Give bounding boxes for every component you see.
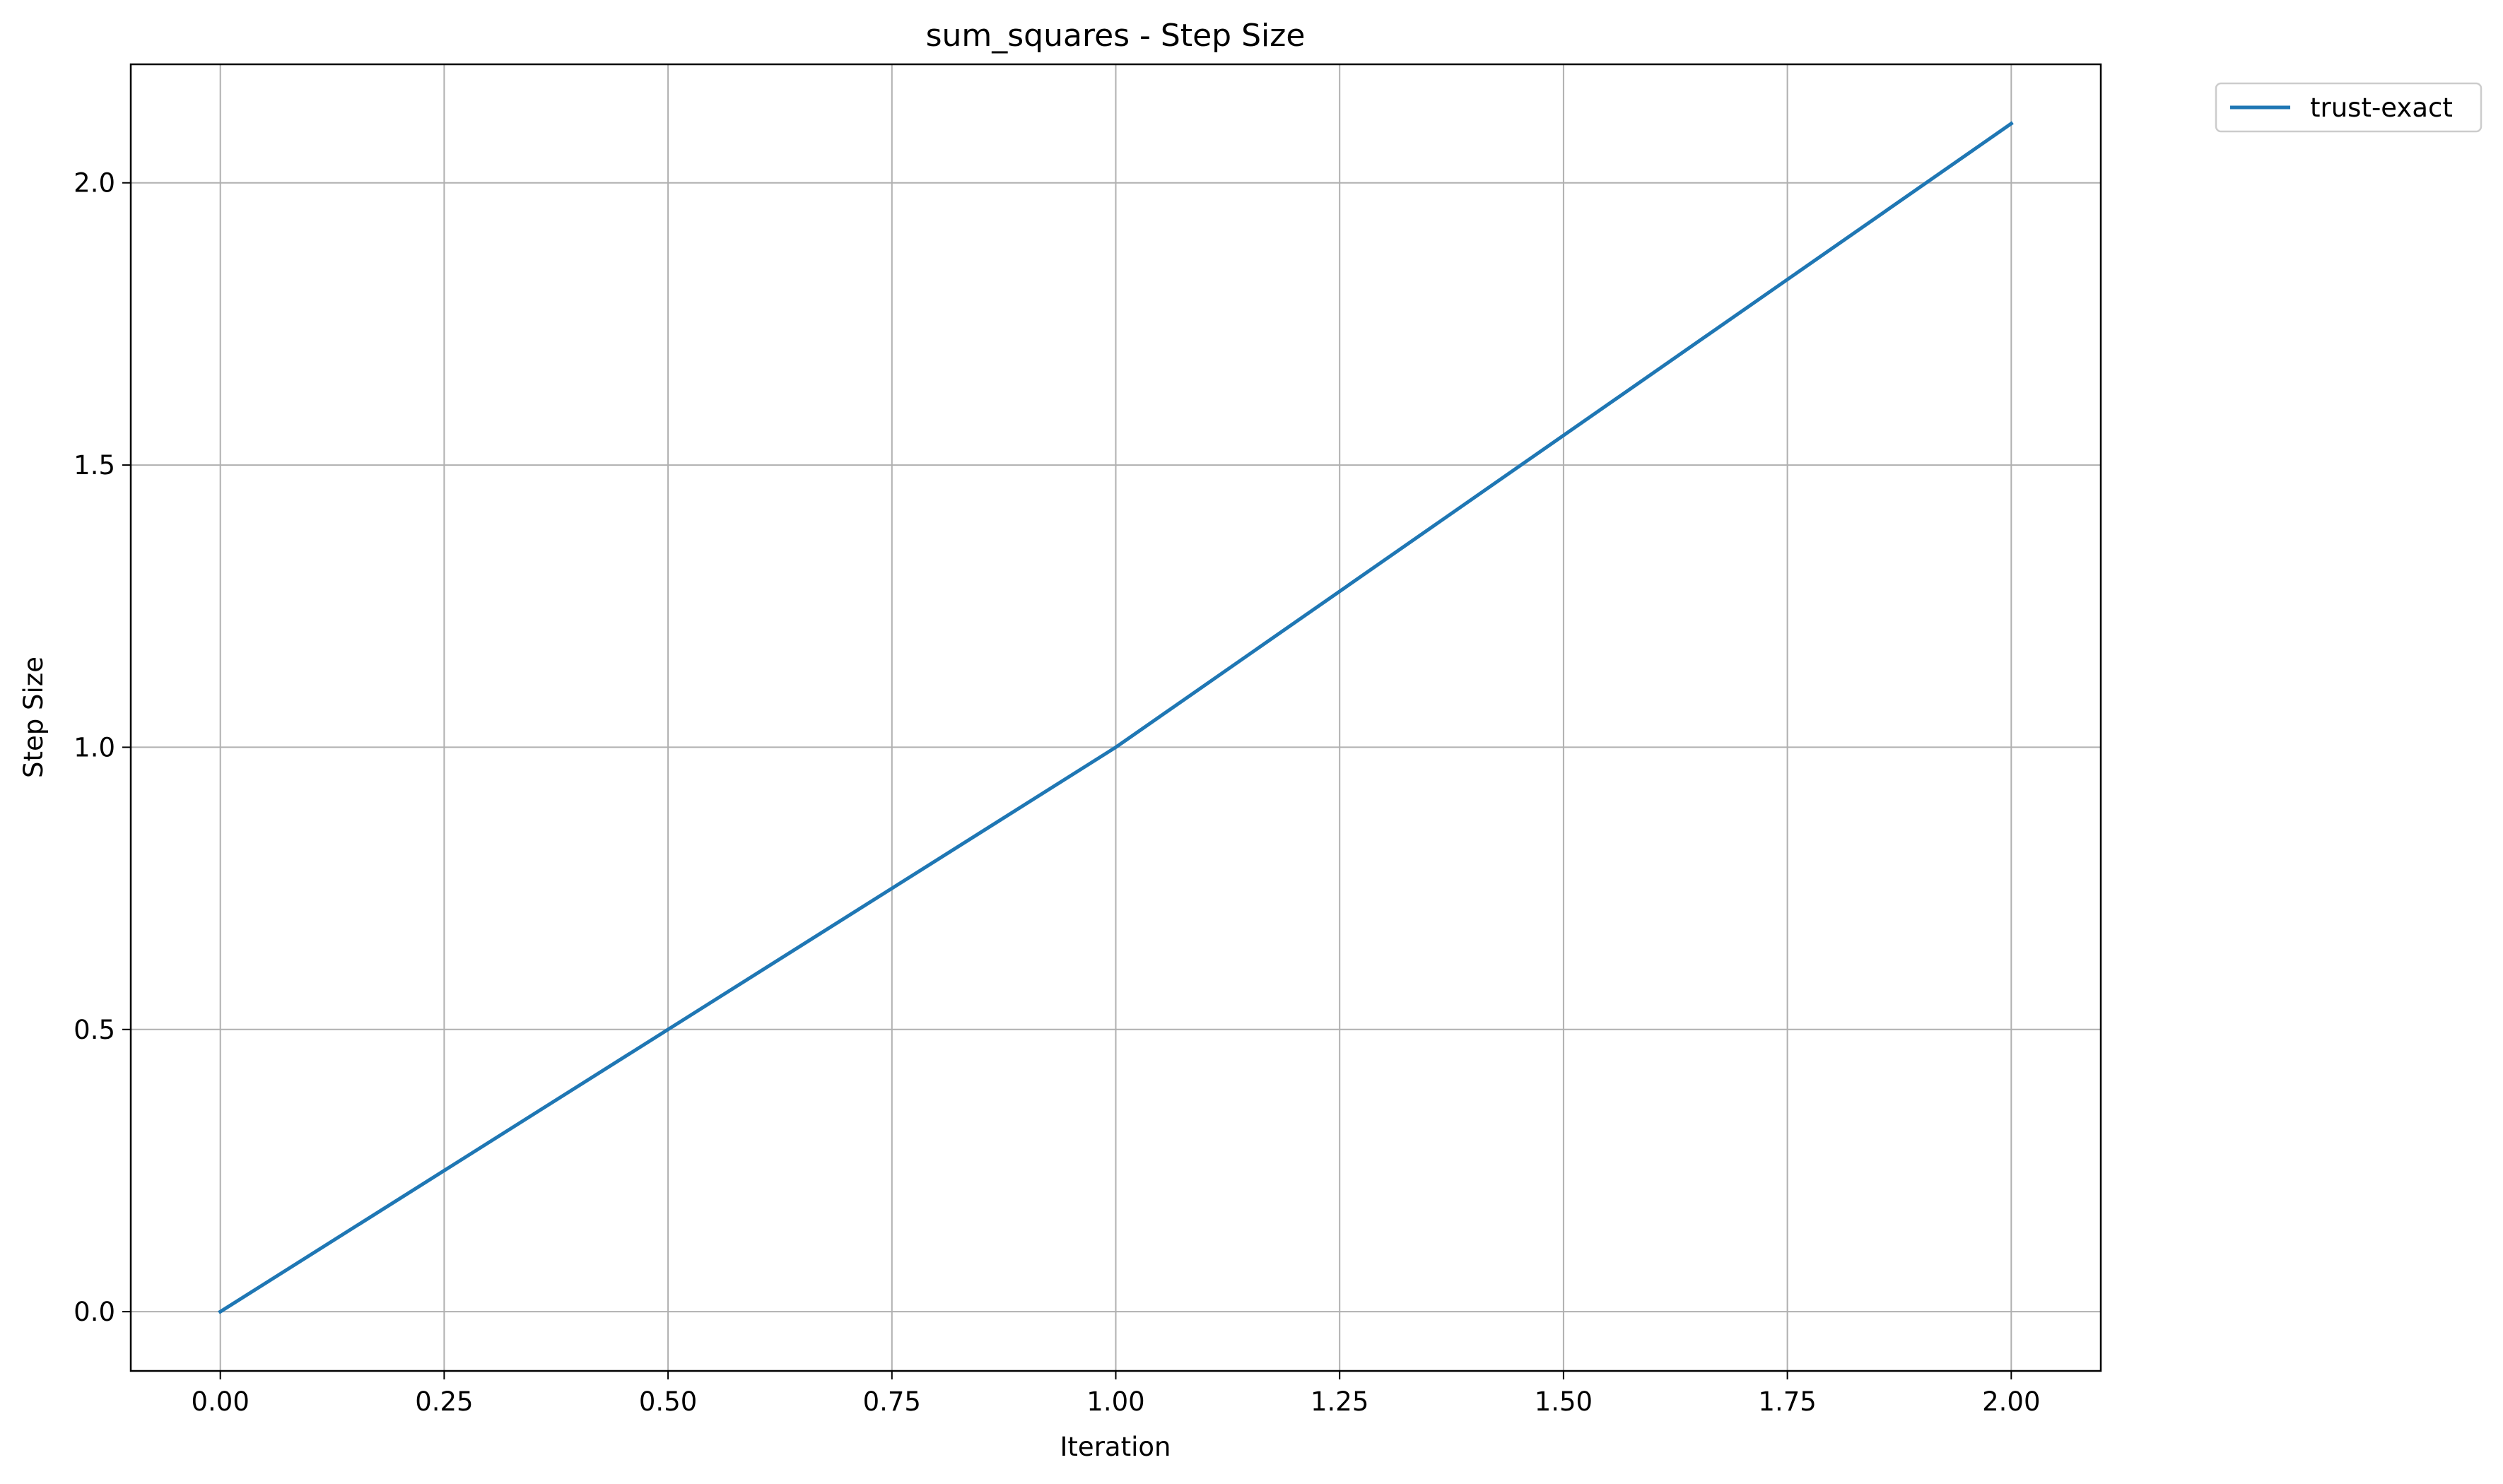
x-tick-label: 1.00 [1086,1386,1144,1417]
legend: trust-exact [2215,82,2483,133]
x-tick-label: 1.25 [1311,1386,1368,1417]
legend-box [2215,82,2483,133]
chart-title: sum_squares - Step Size [926,18,1306,54]
y-axis-label: Step Size [18,656,49,778]
x-tick-label: 0.00 [191,1386,249,1417]
x-tick-label: 0.50 [639,1386,697,1417]
x-tick-label: 1.75 [1758,1386,1816,1417]
x-gridlines [219,64,2012,1371]
x-tick-label: 0.25 [415,1386,473,1417]
y-tick-label: 0.0 [74,1297,115,1327]
x-axis-label: Iteration [1060,1432,1171,1462]
x-tick-label: 1.50 [1535,1386,1593,1417]
y-tick-label: 0.5 [74,1015,115,1045]
series-layer [218,121,2014,1314]
x-axis-ticks: 0.00 0.25 0.50 0.75 1.00 1.25 1.50 1.75 2.00 [191,1371,2041,1417]
legend-label-trust-exact: trust-exact [2310,93,2453,123]
y-tick-label: 1.5 [74,450,115,481]
x-tick-label: 2.00 [1982,1386,2040,1417]
y-axis-ticks: 0.0 0.5 1.0 1.5 2.0 [74,168,131,1327]
y-tick-label: 2.0 [74,168,115,199]
y-tick-label: 1.0 [74,732,115,762]
x-tick-label: 0.75 [863,1386,921,1417]
